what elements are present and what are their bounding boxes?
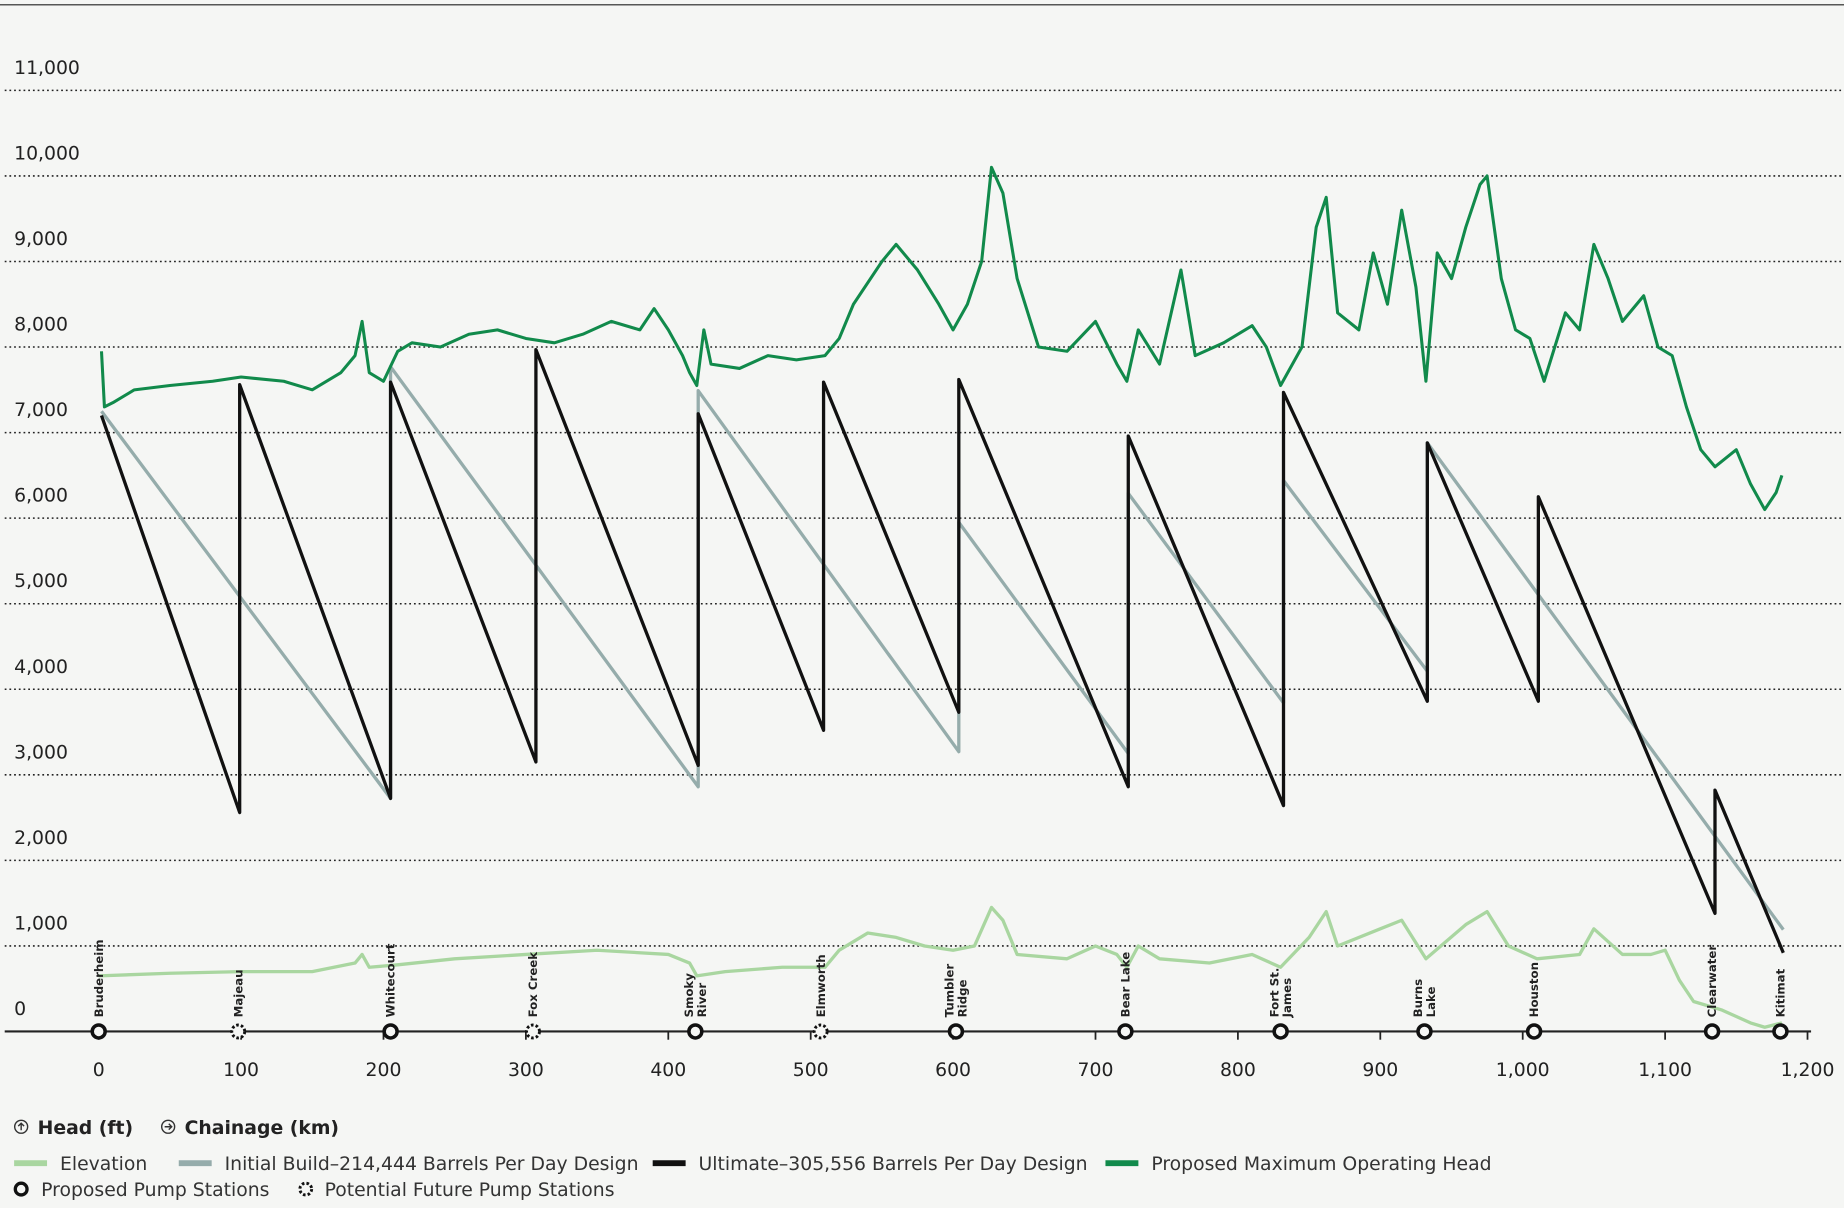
- legend-label: Potential Future Pump Stations: [325, 1180, 615, 1201]
- x-tick-label: 1,100: [1638, 1060, 1692, 1081]
- pump-station-marker: [947, 1023, 965, 1040]
- x-tick-label: 1,000: [1496, 1060, 1550, 1081]
- x-tick-label: 600: [935, 1060, 971, 1081]
- legend-pump-marker: [13, 1181, 29, 1197]
- pump-station-marker: [1117, 1023, 1134, 1040]
- x-tick-label: 400: [650, 1060, 686, 1081]
- future-pump-station-marker: [230, 1023, 247, 1040]
- y-tick-label: 3,000: [14, 742, 68, 763]
- pump-station: Houston: [1525, 962, 1543, 1040]
- pump-station: Bruderheim: [90, 939, 107, 1040]
- pump-station-label: Fort St.: [1267, 968, 1281, 1018]
- pump-station: Fort St.James: [1267, 968, 1294, 1040]
- x-tick-label: 500: [793, 1060, 829, 1081]
- series-line: [98, 905, 1783, 1029]
- pump-station: Bear Lake: [1117, 952, 1134, 1040]
- y-axis-label: Head (ft): [38, 1118, 134, 1139]
- pump-station-marker: [1703, 1023, 1721, 1040]
- x-tick-label: 900: [1362, 1060, 1398, 1081]
- x-tick-label: 1,200: [1781, 1060, 1835, 1081]
- pump-station: Majeau: [230, 969, 247, 1040]
- pump-station: Elmworth: [812, 954, 829, 1040]
- legend-label: Initial Build–214,444 Barrels Per Day De…: [225, 1154, 639, 1175]
- y-axis-label-icon: [13, 1119, 29, 1134]
- pump-station: Clearwater: [1703, 945, 1721, 1040]
- legend-label: Elevation: [60, 1154, 147, 1175]
- series-line: [99, 165, 1784, 512]
- pump-station-label: James: [1280, 978, 1294, 1019]
- legend-label: Proposed Pump Stations: [41, 1180, 269, 1201]
- y-tick-label: 9,000: [14, 229, 68, 250]
- pump-station-label: Bruderheim: [92, 939, 106, 1017]
- pump-station-marker: [1772, 1023, 1789, 1040]
- pump-station-label: Burns: [1411, 979, 1425, 1017]
- legend-label: Proposed Maximum Operating Head: [1151, 1154, 1491, 1175]
- pump-station-label: Bear Lake: [1119, 952, 1133, 1018]
- x-tick-label: 300: [508, 1060, 544, 1081]
- y-tick-label: 8,000: [14, 315, 68, 336]
- pump-station: Fox Creek: [525, 951, 541, 1040]
- pump-station-marker: [382, 1023, 399, 1040]
- legend-label: Ultimate–305,556 Barrels Per Day Design: [699, 1154, 1088, 1175]
- pump-station-label: Lake: [1424, 986, 1438, 1017]
- series-line: [99, 347, 1785, 954]
- pump-station-label: Houston: [1527, 962, 1541, 1017]
- x-tick-label: 0: [93, 1060, 105, 1081]
- pump-station-label: River: [695, 983, 709, 1018]
- future-pump-station-marker: [812, 1023, 829, 1040]
- x-tick-label: 200: [366, 1060, 402, 1081]
- pump-station-label: Fox Creek: [526, 951, 540, 1018]
- pump-station-label: Ridge: [956, 979, 970, 1017]
- y-tick-label: 5,000: [14, 571, 68, 592]
- pump-station: Kitimat: [1772, 968, 1789, 1040]
- pump-station-marker: [1416, 1023, 1433, 1040]
- x-axis-label: Chainage (km): [185, 1118, 339, 1139]
- pump-station-label: Elmworth: [814, 954, 828, 1017]
- pump-station-marker: [90, 1023, 107, 1040]
- y-tick-label: 1,000: [14, 913, 68, 934]
- y-tick-label: 7,000: [14, 400, 68, 421]
- legend-future-marker: [298, 1181, 314, 1197]
- pump-station-marker: [687, 1023, 704, 1040]
- pump-station-label: Majeau: [231, 969, 245, 1017]
- x-tick-label: 700: [1078, 1060, 1114, 1081]
- y-tick-label: 0: [14, 999, 26, 1020]
- pump-station-label: Clearwater: [1705, 945, 1719, 1018]
- x-tick-label: 800: [1220, 1060, 1256, 1081]
- future-pump-station-marker: [525, 1023, 541, 1040]
- pump-station-label: Tumbler: [943, 964, 957, 1018]
- y-tick-label: 4,000: [14, 657, 68, 678]
- y-tick-label: 11,000: [14, 58, 80, 79]
- pump-station-label: Whitecourt: [384, 943, 398, 1017]
- pump-station-label: Kitimat: [1774, 968, 1788, 1017]
- pump-station-marker: [1272, 1023, 1289, 1040]
- series-line: [100, 365, 1785, 931]
- pump-station-marker: [1525, 1023, 1543, 1040]
- x-axis-label-icon: [160, 1119, 176, 1134]
- pump-station-label: Smoky: [682, 973, 696, 1018]
- y-tick-label: 6,000: [14, 486, 68, 507]
- y-tick-label: 2,000: [14, 828, 68, 849]
- y-tick-label: 10,000: [14, 143, 80, 164]
- x-tick-label: 100: [223, 1060, 259, 1081]
- pump-station: Whitecourt: [382, 943, 399, 1040]
